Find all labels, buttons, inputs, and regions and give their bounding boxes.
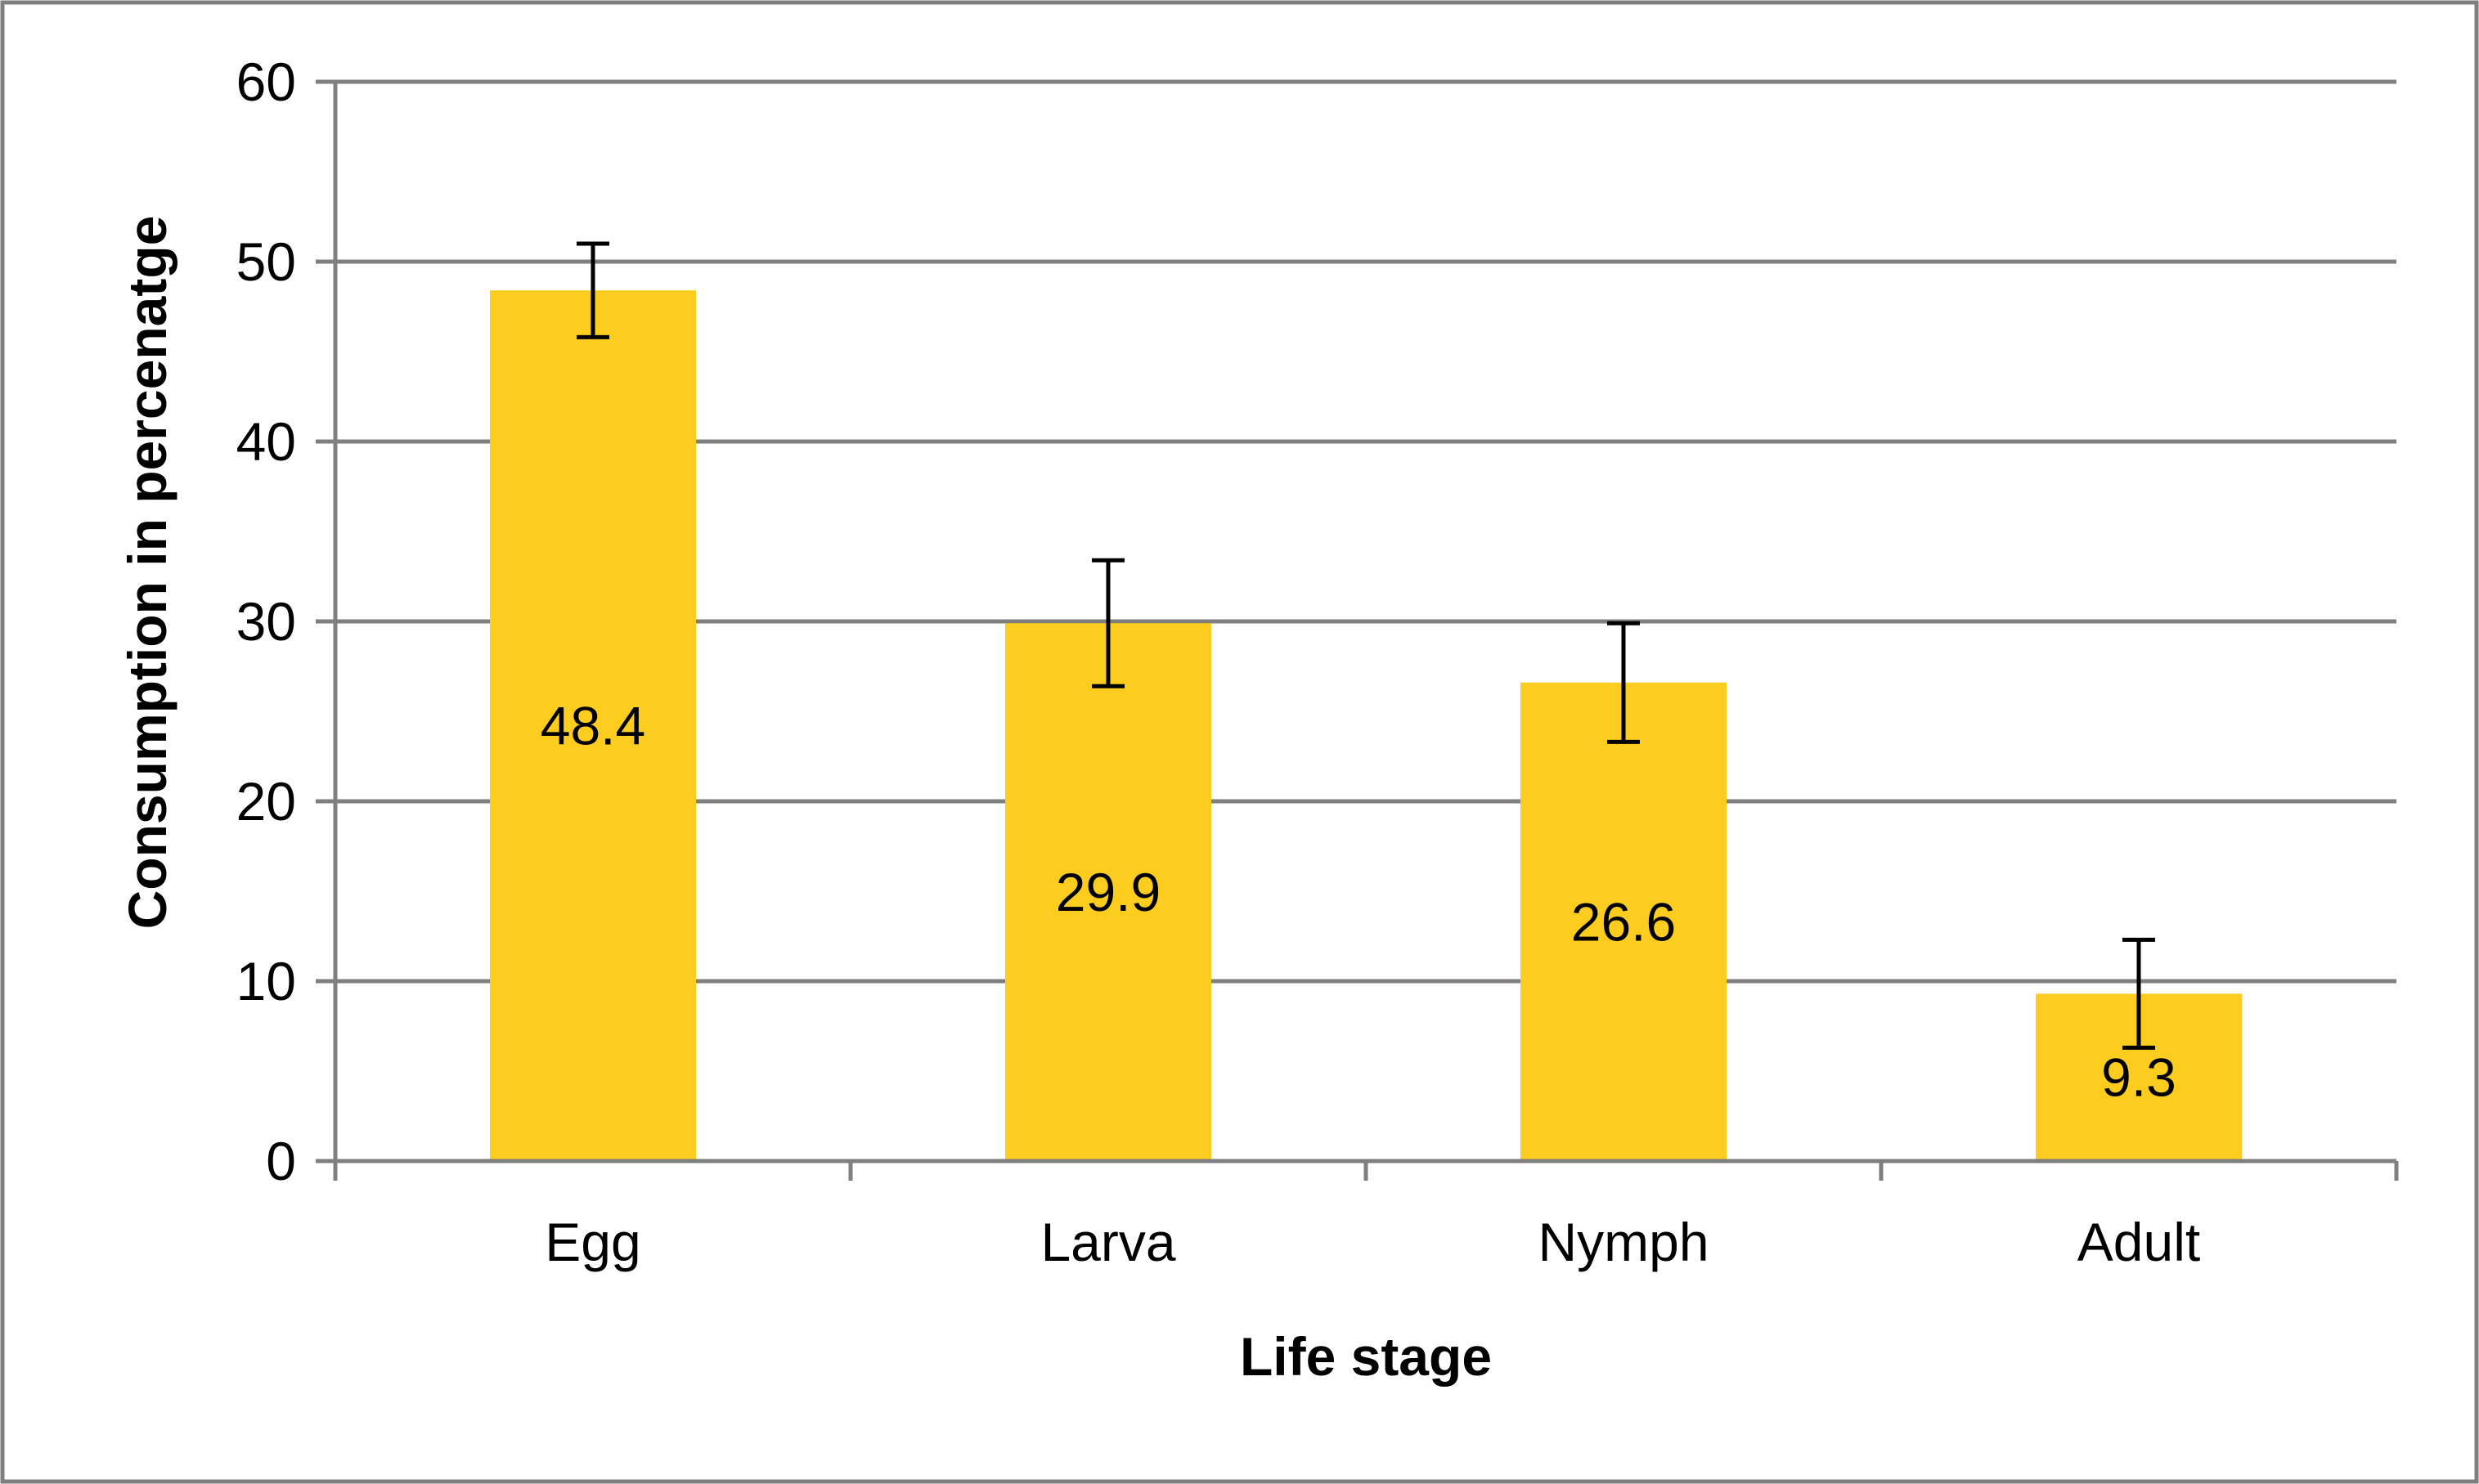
x-axis-title: Life stage [1240,1326,1492,1387]
y-tick-label: 50 [236,231,296,292]
labels: 0 10 20 30 40 50 60 48.4 Egg 29.9 Larva 26.6 Nymph 9.… [236,52,2201,1272]
data-label-adult: 9.3 [2101,1047,2176,1108]
y-axis-title: Consumption in percenatge [117,216,177,930]
x-tick-label-nymph: Nymph [1538,1212,1709,1272]
data-label-larva: 29.9 [1056,862,1161,922]
bar-nymph [1520,682,1727,1161]
y-tick-label: 10 [236,951,296,1011]
y-tick-label: 40 [236,411,296,472]
axes [316,79,2399,1181]
bars [490,290,2242,1162]
x-tick-label-larva: Larva [1040,1212,1175,1272]
y-tick-label: 60 [236,52,296,112]
x-tick-label-egg: Egg [545,1212,640,1272]
y-tick-label: 20 [236,771,296,832]
y-tick-label: 0 [266,1131,296,1191]
error-bars [577,241,2155,1050]
data-label-egg: 48.4 [541,696,645,756]
y-tick-label: 30 [236,591,296,652]
bar-egg [490,290,696,1162]
data-label-nymph: 26.6 [1571,891,1676,952]
x-tick-label-adult: Adult [2077,1212,2200,1272]
bar-larva [1005,623,1211,1161]
